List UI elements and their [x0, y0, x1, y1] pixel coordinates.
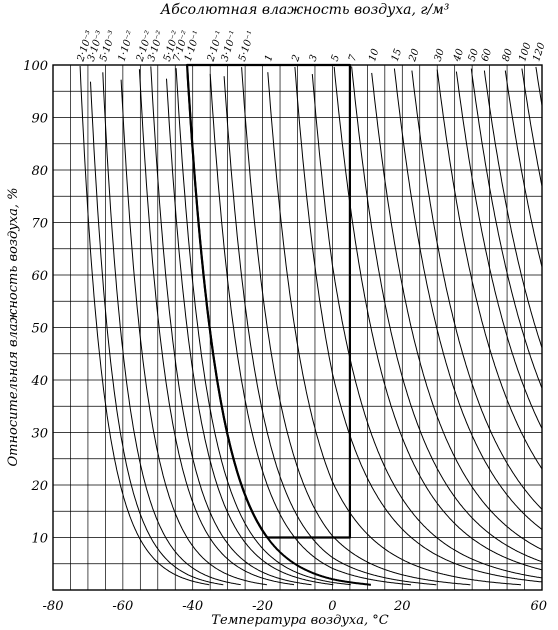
humidity-curve [411, 70, 543, 510]
x-tick-label: -40 [182, 599, 203, 614]
y-tick-label: 40 [30, 374, 48, 389]
curve-label: 2 [290, 53, 303, 63]
curve-label: 1·10⁻² [116, 30, 136, 63]
curve-label: 40 [451, 47, 466, 64]
curve-label: 20 [407, 47, 422, 64]
humidity-curve [521, 68, 543, 187]
y-tick-label: 50 [31, 322, 48, 337]
curve-label: 80 [501, 47, 516, 63]
humidity-curve [166, 78, 334, 586]
curve-label: 10 [367, 47, 382, 63]
humidity-curve [90, 81, 224, 586]
y-tick-label: 70 [31, 217, 48, 232]
curve-label: 120 [531, 41, 548, 63]
humidity-curve [294, 66, 543, 583]
curve-label: 5 [330, 53, 342, 62]
x-tick-label: -60 [112, 599, 133, 614]
y-tick-label: 100 [23, 59, 48, 74]
humidity-curve [267, 72, 521, 586]
humidity-curve [436, 69, 543, 470]
region-outline [186, 63, 351, 539]
x-tick-labels: -80 -60 -40 -20 0 20 60 [43, 599, 547, 614]
y-tick-label: 30 [31, 427, 48, 442]
y-axis-label: Относительная влажность воздуха, % [6, 188, 21, 467]
humidity-curve [79, 65, 210, 586]
humidity-curve [504, 70, 543, 268]
curve-label-group: 2·10⁻³3·10⁻³5·10⁻³1·10⁻²2·10⁻²3·10⁻²5·10… [75, 30, 548, 64]
humidity-curve [241, 67, 471, 586]
chart-title: Абсолютная влажность воздуха, г/м³ [160, 2, 450, 18]
curve-label: 3 [308, 53, 320, 62]
plot-frame [52, 64, 543, 591]
humidity-curve [535, 66, 543, 106]
x-tick-label: 20 [393, 599, 411, 614]
y-tick-label: 60 [31, 269, 48, 284]
curve-label: 15 [390, 47, 404, 63]
grid [53, 65, 542, 590]
humidity-curve [120, 79, 267, 586]
humidity-curve [371, 72, 543, 551]
humidity-curve [470, 68, 543, 389]
y-tick-label: 10 [31, 532, 48, 547]
y-tick-label: 20 [30, 479, 48, 494]
humidity-curve [483, 70, 543, 348]
humidity-curve [455, 71, 543, 429]
y-tick-label: 80 [31, 164, 48, 179]
curve-label: 60 [480, 47, 495, 63]
humidity-curve [209, 73, 411, 586]
x-tick-label: 0 [328, 599, 336, 614]
x-tick-label: -80 [43, 599, 64, 614]
y-tick-label: 90 [31, 112, 48, 127]
humidity-curve [393, 68, 543, 530]
humidity-curve [102, 72, 241, 586]
curve-label: 50 [467, 47, 482, 63]
humidity-curve [223, 76, 437, 586]
x-tick-label: 60 [530, 599, 547, 614]
highlighted-region [186, 63, 351, 539]
curve-label: 5·10⁻¹ [237, 30, 257, 63]
curve-label: 1 [263, 53, 275, 62]
curve-label: 30 [433, 47, 448, 63]
x-tick-label: -20 [252, 599, 273, 614]
humidity-curve [351, 66, 543, 563]
humidity-curve [333, 66, 543, 571]
humidity-curve [150, 66, 312, 586]
y-tick-labels: 10 20 30 40 50 60 70 80 90 100 [23, 59, 48, 547]
humidity-curve [138, 69, 295, 586]
curve-label: 7 [347, 53, 360, 63]
humidity-curve [175, 68, 351, 586]
x-axis-label: Температура воздуха, °C [211, 613, 388, 628]
humidity-curve [311, 74, 543, 579]
